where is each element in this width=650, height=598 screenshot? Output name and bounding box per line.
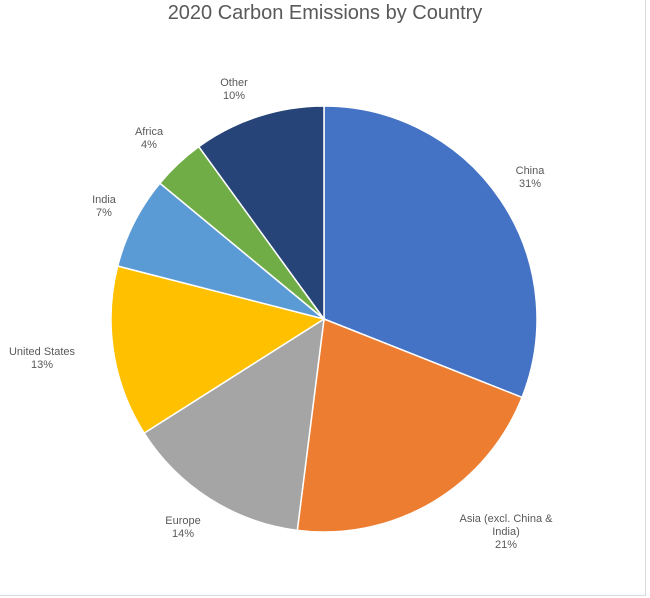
chart-title: 2020 Carbon Emissions by Country <box>167 2 483 24</box>
pie-slice-asia-excl-china-india <box>296 317 524 533</box>
pie-slice-other <box>197 105 325 322</box>
slice-label-china: China 31% <box>516 165 546 190</box>
slice-label-united-states: United States 13% <box>9 346 76 371</box>
pie-slice-united-states <box>110 265 326 435</box>
slice-label-india: India 7% <box>92 194 117 219</box>
pie-slice-europe <box>143 317 325 532</box>
slice-label-africa: Africa 4% <box>135 126 164 151</box>
slice-label-europe: Europe 14% <box>165 515 200 540</box>
slice-label-asia-excl-china-india: Asia (excl. China & India) 21% <box>460 513 554 551</box>
slice-label-other: Other 10% <box>220 77 248 102</box>
pie-slice-china <box>323 105 538 399</box>
